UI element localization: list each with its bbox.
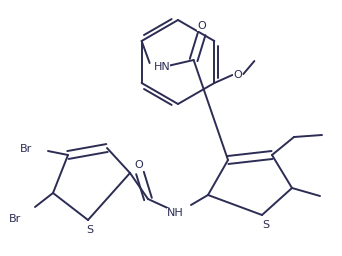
Text: S: S	[262, 220, 269, 230]
Text: O: O	[233, 70, 242, 80]
Text: HN: HN	[154, 62, 170, 72]
Text: S: S	[87, 225, 94, 235]
Text: O: O	[135, 160, 143, 170]
Text: NH: NH	[167, 208, 184, 218]
Text: Br: Br	[9, 214, 21, 224]
Text: O: O	[197, 21, 206, 31]
Text: Br: Br	[20, 144, 32, 154]
